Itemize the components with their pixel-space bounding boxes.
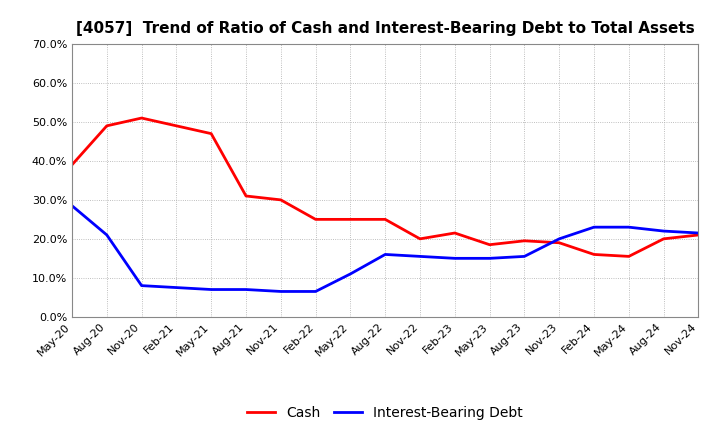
Title: [4057]  Trend of Ratio of Cash and Interest-Bearing Debt to Total Assets: [4057] Trend of Ratio of Cash and Intere… — [76, 21, 695, 36]
Cash — [660, 236, 668, 242]
Interest-Bearing Debt — [415, 254, 424, 259]
Interest-Bearing Debt — [590, 224, 598, 230]
Interest-Bearing Debt — [68, 203, 76, 209]
Cash — [102, 123, 111, 128]
Cash — [242, 193, 251, 198]
Cash — [485, 242, 494, 247]
Interest-Bearing Debt — [555, 236, 564, 242]
Cash — [590, 252, 598, 257]
Interest-Bearing Debt — [660, 228, 668, 234]
Interest-Bearing Debt — [207, 287, 215, 292]
Interest-Bearing Debt — [694, 231, 703, 236]
Line: Cash: Cash — [72, 118, 698, 257]
Cash — [520, 238, 528, 243]
Interest-Bearing Debt — [485, 256, 494, 261]
Cash — [207, 131, 215, 136]
Interest-Bearing Debt — [311, 289, 320, 294]
Legend: Cash, Interest-Bearing Debt: Cash, Interest-Bearing Debt — [242, 400, 528, 425]
Cash — [138, 115, 146, 121]
Line: Interest-Bearing Debt: Interest-Bearing Debt — [72, 206, 698, 291]
Interest-Bearing Debt — [172, 285, 181, 290]
Cash — [555, 240, 564, 246]
Cash — [694, 232, 703, 238]
Interest-Bearing Debt — [624, 224, 633, 230]
Interest-Bearing Debt — [451, 256, 459, 261]
Interest-Bearing Debt — [242, 287, 251, 292]
Interest-Bearing Debt — [138, 283, 146, 288]
Cash — [276, 197, 285, 202]
Cash — [381, 217, 390, 222]
Interest-Bearing Debt — [520, 254, 528, 259]
Cash — [451, 231, 459, 236]
Cash — [311, 217, 320, 222]
Cash — [68, 162, 76, 168]
Cash — [624, 254, 633, 259]
Interest-Bearing Debt — [346, 271, 355, 277]
Cash — [415, 236, 424, 242]
Cash — [346, 217, 355, 222]
Interest-Bearing Debt — [276, 289, 285, 294]
Interest-Bearing Debt — [102, 232, 111, 238]
Interest-Bearing Debt — [381, 252, 390, 257]
Cash — [172, 123, 181, 128]
